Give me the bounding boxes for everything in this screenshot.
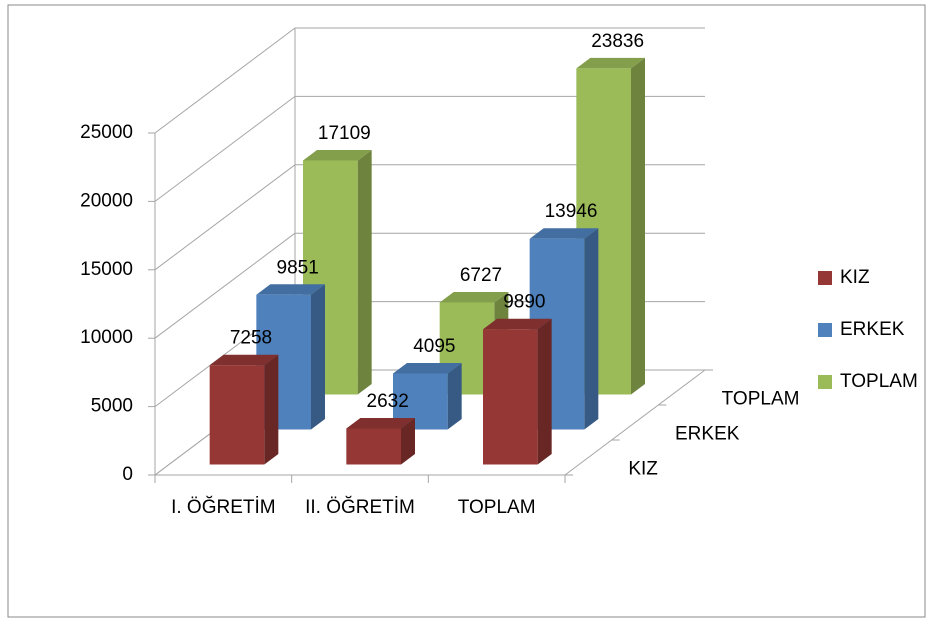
data-label: 17109 <box>318 123 371 144</box>
data-label: 9890 <box>503 292 545 313</box>
floor-right <box>564 369 706 476</box>
bar-top <box>346 417 415 429</box>
depth-label: TOPLAM <box>722 389 800 410</box>
grid-line <box>154 232 296 339</box>
bar-side <box>357 149 372 395</box>
bar-side <box>311 284 325 430</box>
bar-side <box>401 417 415 465</box>
bar-side <box>584 228 599 430</box>
bar-top <box>256 284 325 295</box>
y-tick-label: 25000 <box>80 122 133 143</box>
grid-line <box>154 164 296 271</box>
data-label: 6727 <box>460 265 502 286</box>
depth-label: KIZ <box>628 459 658 480</box>
y-tick-label: 20000 <box>80 190 133 211</box>
bar-top <box>209 354 279 366</box>
x-tick-label: TOPLAM <box>457 497 536 518</box>
legend-label: TOPLAM <box>840 371 918 392</box>
depth-label: ERKEK <box>675 424 740 445</box>
legend-swatch <box>818 375 832 389</box>
grid-line <box>154 96 296 202</box>
grid-line <box>154 27 296 134</box>
legend-swatch <box>818 323 832 337</box>
legend-label: KIZ <box>840 267 870 288</box>
bar-top <box>303 149 372 161</box>
data-label: 23836 <box>591 31 644 52</box>
bar <box>483 329 538 465</box>
bar <box>346 428 401 465</box>
bar-side <box>447 362 462 430</box>
data-label: 4095 <box>413 336 455 357</box>
bar-top <box>483 318 552 330</box>
bar-top <box>529 228 599 239</box>
bar-side <box>631 57 645 395</box>
bar <box>209 365 265 465</box>
bar-top <box>393 362 462 374</box>
legend-swatch <box>818 271 832 285</box>
data-label: 2632 <box>367 391 409 412</box>
bar-top <box>576 57 645 69</box>
y-tick-label: 0 <box>122 464 133 485</box>
data-label: 7258 <box>230 328 272 349</box>
x-tick-label: II. ÖĞRETİM <box>305 497 415 518</box>
data-label: 9851 <box>277 257 319 278</box>
data-label: 13946 <box>545 201 598 222</box>
bar-side <box>264 354 279 465</box>
bar-side <box>537 318 552 465</box>
x-tick-label: I. ÖĞRETİM <box>171 497 276 518</box>
legend-label: ERKEK <box>840 319 905 340</box>
y-tick-label: 5000 <box>91 396 133 417</box>
y-tick-label: 15000 <box>80 259 133 280</box>
y-tick-label: 10000 <box>80 327 133 348</box>
bar-top <box>439 291 509 303</box>
